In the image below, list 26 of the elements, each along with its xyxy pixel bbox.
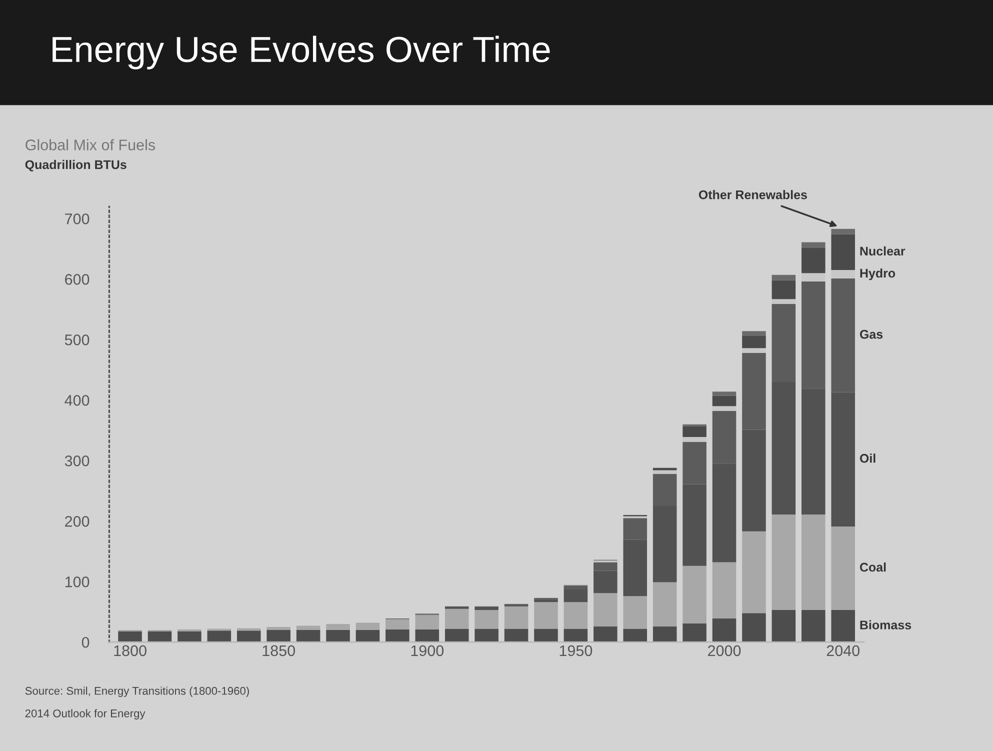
chart-subtitle: Global Mix of Fuels [26, 139, 156, 150]
source-note: Source: Smil, Energy Transitions (1800-1960) [25, 686, 249, 697]
series-label: Hydro [860, 268, 896, 280]
x-tick-label: 1900 [411, 645, 444, 656]
y-tick-label: 500 [64, 334, 90, 346]
chart-title: Energy Use Evolves Over Time [52, 36, 550, 70]
y-axis-title: Quadrillion BTUs [25, 160, 126, 172]
x-tick-label: 2040 [826, 645, 860, 656]
y-tick-label: 600 [65, 274, 90, 285]
series-label: Biomass [860, 620, 912, 630]
series-label: Coal [860, 562, 886, 572]
x-tick-label: 1800 [114, 645, 146, 656]
y-tick-label: 400 [64, 394, 90, 406]
x-tick-label: 1950 [560, 645, 592, 656]
y-tick-label: 700 [65, 213, 90, 224]
text: Other Renewables [698, 190, 807, 200]
y-tick-label: 200 [65, 516, 90, 527]
series-label: Oil [860, 454, 876, 463]
y-tick-label: 0 [82, 636, 90, 648]
series-label: Nuclear [860, 246, 906, 256]
x-tick-label: 1850 [262, 645, 295, 656]
y-tick-label: 100 [65, 576, 90, 588]
x-tick-label: 2000 [708, 645, 741, 656]
text: 2014 Outlook for Energy [25, 709, 146, 720]
y-tick-label: 300 [64, 455, 90, 466]
series-label: Gas [860, 330, 883, 339]
